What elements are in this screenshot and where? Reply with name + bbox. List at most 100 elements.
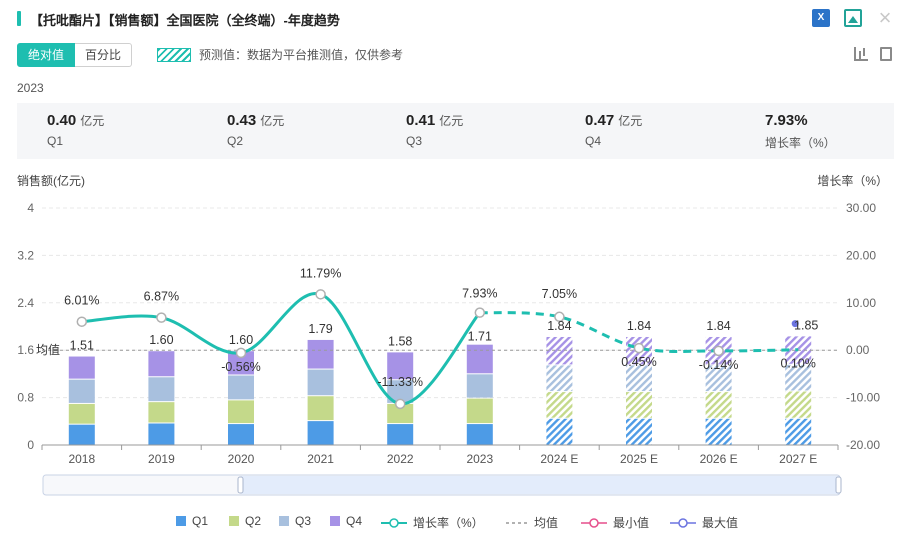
bar-total-label: 1.51 bbox=[70, 339, 94, 353]
bar-segment-q1 bbox=[148, 423, 175, 445]
bar-segment-q3 bbox=[68, 379, 95, 403]
bar-chart-icon[interactable] bbox=[854, 47, 868, 61]
y2-tick-label: 0.00 bbox=[846, 343, 870, 357]
bar-segment-q3 bbox=[228, 375, 254, 400]
bar-segment-q2 bbox=[626, 392, 652, 418]
bar-total-label: 1.79 bbox=[308, 322, 332, 336]
title-accent-bar bbox=[17, 11, 21, 26]
growth-rate-label: 6.01% bbox=[64, 294, 99, 308]
legend-item-q3[interactable]: Q3 bbox=[279, 514, 311, 528]
percentage-button[interactable]: 百分比 bbox=[75, 43, 133, 67]
bar-segment-q3 bbox=[546, 365, 573, 392]
bar-total-label: 1.58 bbox=[388, 334, 412, 348]
bar-segment-q1 bbox=[466, 424, 493, 445]
range-slider[interactable] bbox=[42, 474, 842, 496]
bar-segment-q3 bbox=[148, 377, 175, 402]
bar-segment-q1 bbox=[705, 418, 732, 445]
growth-rate-label: -0.56% bbox=[221, 360, 261, 374]
summary-label: Q2 bbox=[227, 134, 244, 148]
summary-year: 2023 bbox=[17, 81, 44, 95]
y-tick-label: 1.6 bbox=[17, 343, 34, 357]
summary-value: 0.47 bbox=[585, 112, 615, 129]
absolute-value-button[interactable]: 绝对值 bbox=[17, 43, 76, 67]
legend-item-growth[interactable]: 增长率（%） bbox=[381, 514, 484, 531]
bar-total-label: 1.84 bbox=[627, 319, 651, 333]
growth-rate-label: 7.05% bbox=[542, 287, 577, 301]
bar-segment-q3 bbox=[387, 380, 414, 403]
y-axis-title: 销售额(亿元) bbox=[17, 173, 85, 188]
growth-point bbox=[474, 307, 486, 318]
bar-segment-q2 bbox=[148, 402, 175, 423]
x-tick-label: 2025 E bbox=[620, 452, 658, 466]
forecast-legend: 预测值：数据为平台推测值，仅供参考 bbox=[157, 46, 403, 63]
bar-segment-q3 bbox=[466, 374, 493, 398]
bar-segment-q2 bbox=[387, 403, 414, 424]
bar-total-label: 1.84 bbox=[547, 319, 571, 333]
y-tick-label: 2.4 bbox=[17, 296, 34, 310]
growth-point bbox=[76, 316, 88, 327]
bar-segment-q4 bbox=[466, 344, 493, 374]
legend-item-max[interactable]: 最大值 bbox=[670, 514, 738, 531]
y2-tick-label: -10.00 bbox=[846, 391, 880, 405]
bar-segment-q1 bbox=[387, 424, 414, 445]
bar-segment-q3 bbox=[785, 364, 812, 391]
bar-segment-q2 bbox=[705, 392, 732, 418]
x-tick-label: 2024 E bbox=[540, 452, 578, 466]
y2-tick-label: -20.00 bbox=[846, 438, 880, 452]
slider-left-handle[interactable] bbox=[237, 476, 244, 494]
legend-item-q1[interactable]: Q1 bbox=[176, 514, 208, 528]
bar-segment-q1 bbox=[68, 424, 95, 445]
close-icon[interactable]: × bbox=[878, 5, 892, 30]
bar-segment-q2 bbox=[307, 396, 334, 421]
x-tick-label: 2019 bbox=[148, 452, 175, 466]
bar-total-label: 1.60 bbox=[229, 333, 253, 347]
mean-label: 均值 bbox=[36, 342, 60, 357]
summary-label: Q4 bbox=[585, 134, 602, 148]
max-marker-swatch bbox=[670, 517, 696, 528]
bar-segment-q1 bbox=[785, 418, 812, 445]
forecast-note: 预测值：数据为平台推测值，仅供参考 bbox=[199, 48, 404, 62]
growth-point bbox=[315, 289, 326, 300]
growth-point bbox=[394, 398, 406, 410]
slider-right-handle[interactable] bbox=[835, 476, 842, 494]
bar-total-label: 1.84 bbox=[706, 319, 730, 333]
y2-tick-label: 20.00 bbox=[846, 248, 876, 262]
x-tick-label: 2023 bbox=[466, 452, 493, 466]
summary-unit: 亿元 bbox=[618, 114, 643, 128]
forecast-hatch-swatch bbox=[157, 47, 191, 62]
x-tick-label: 2018 bbox=[68, 452, 95, 466]
y2-tick-label: 10.00 bbox=[846, 296, 876, 310]
excel-export-icon[interactable]: X bbox=[812, 9, 830, 27]
bar-segment-q2 bbox=[228, 400, 254, 424]
y-tick-label: 3.2 bbox=[17, 248, 34, 262]
legend-item-q4[interactable]: Q4 bbox=[330, 514, 362, 528]
legend-item-min[interactable]: 最小值 bbox=[581, 514, 649, 531]
image-export-icon[interactable] bbox=[844, 9, 862, 27]
bar-segment-q2 bbox=[546, 392, 573, 418]
legend-item-mean[interactable]: 均值 bbox=[506, 514, 558, 531]
bar-segment-q3 bbox=[626, 365, 652, 392]
value-mode-toggle: 绝对值 百分比 bbox=[17, 43, 133, 67]
chart-canvas: 销售额(亿元) 增长率（%） 均值 1.516.01%1.606.87%1.60… bbox=[17, 173, 888, 496]
bar-segment-q4 bbox=[148, 351, 175, 377]
slider-selection[interactable] bbox=[241, 476, 839, 494]
growth-point bbox=[554, 311, 565, 323]
y-tick-label: 4 bbox=[27, 201, 34, 215]
x-tick-label: 2020 bbox=[228, 452, 255, 466]
summary-value: 0.41 bbox=[406, 112, 436, 129]
x-tick-label: 2022 bbox=[387, 452, 414, 466]
growth-point bbox=[156, 312, 167, 323]
summary-q2: 0.43 亿元 Q2 bbox=[227, 112, 284, 148]
bar-total-label: 1.85 bbox=[794, 318, 818, 332]
bar-segment-q1 bbox=[307, 421, 334, 445]
summary-q3: 0.41 亿元 Q3 bbox=[406, 112, 463, 148]
summary-value: 7.93% bbox=[765, 112, 808, 129]
bar-segment-q2 bbox=[785, 391, 812, 418]
y2-tick-label: 30.00 bbox=[846, 201, 876, 215]
document-icon[interactable] bbox=[880, 47, 892, 61]
page-title: 【托吡酯片】【销售额】全国医院（全终端）-年度趋势 bbox=[30, 13, 340, 28]
summary-growth: 7.93% 增长率（%） bbox=[765, 112, 836, 151]
growth-rate-label: 0.45% bbox=[621, 355, 656, 369]
min-marker-swatch bbox=[581, 517, 607, 528]
legend-item-q2[interactable]: Q2 bbox=[229, 514, 261, 528]
